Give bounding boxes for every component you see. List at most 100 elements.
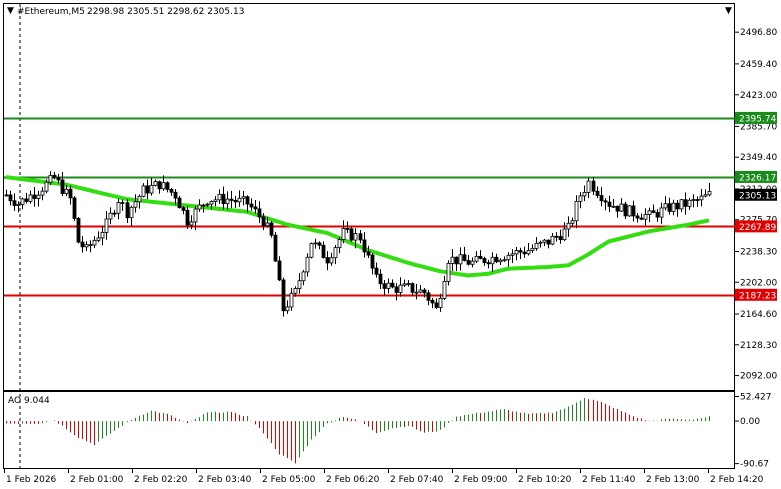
candle-body xyxy=(157,181,162,190)
candle-body xyxy=(281,279,286,312)
candle-body xyxy=(8,194,13,202)
candle-body xyxy=(430,299,435,304)
candle-body xyxy=(40,190,45,196)
candle-body xyxy=(679,199,684,210)
time-tick-label: 2 Feb 07:40 xyxy=(390,475,444,485)
ma-line xyxy=(5,175,710,278)
candle-body xyxy=(699,195,704,201)
candle-body xyxy=(137,195,142,203)
candle-body xyxy=(619,203,624,212)
candle-body xyxy=(595,190,600,196)
candle-body xyxy=(28,194,33,202)
time-axis: 1 Feb 2026 2 Feb 01:00 2 Feb 02:20 2 Feb 03… xyxy=(4,468,764,485)
candle-body xyxy=(566,222,571,230)
candle-body xyxy=(325,257,330,264)
candle-body xyxy=(458,254,463,265)
candle-body xyxy=(273,234,278,262)
candle-body xyxy=(474,255,479,262)
candle-body xyxy=(478,255,483,259)
candle-body xyxy=(349,228,354,241)
candle-body xyxy=(514,250,519,255)
candle-body xyxy=(526,250,531,255)
candle-body xyxy=(450,256,455,264)
price-tick-label: 2459.40 xyxy=(740,60,777,70)
candle-body xyxy=(48,174,53,183)
time-tick-label: 1 Feb 2026 xyxy=(6,475,57,485)
candle-body xyxy=(386,282,391,289)
candle-body xyxy=(329,257,334,264)
candle-body xyxy=(518,250,523,253)
price-tick-label: 2164.60 xyxy=(740,310,777,320)
candle-body xyxy=(426,292,431,301)
candle-body xyxy=(153,181,158,186)
candle-body xyxy=(582,192,587,197)
dropdown-arrow-icon[interactable]: ▼ xyxy=(7,6,14,16)
candle-body xyxy=(253,206,258,210)
candle-body xyxy=(92,240,97,246)
candle-body xyxy=(161,182,166,190)
candle-body xyxy=(289,292,294,308)
candle-body xyxy=(257,208,262,218)
candle-body xyxy=(683,199,688,207)
scroll-arrow-icon[interactable]: ▼ xyxy=(725,6,732,16)
candle-body xyxy=(305,256,310,273)
candle-body xyxy=(546,239,551,245)
candle-body xyxy=(562,228,567,241)
candle-body xyxy=(530,247,535,251)
candle-body xyxy=(418,289,423,293)
candle-body xyxy=(165,182,170,190)
candle-body xyxy=(578,195,583,202)
candle-body xyxy=(671,202,676,212)
price-pill-label: 2187.23 xyxy=(739,291,776,301)
candle-body xyxy=(639,217,644,220)
candle-body xyxy=(647,210,652,215)
price-pill xyxy=(735,220,777,233)
candle-body xyxy=(213,199,218,202)
candle-body xyxy=(205,203,210,206)
candle-body xyxy=(482,258,487,263)
candle-body xyxy=(96,237,101,241)
candle-body xyxy=(599,195,604,202)
candle-body xyxy=(442,280,447,299)
candle-body xyxy=(221,193,226,205)
price-tick-label: 2385.70 xyxy=(740,122,777,132)
price-tick-label: 2238.30 xyxy=(740,247,777,257)
candle-body xyxy=(229,198,234,201)
price-pill-label: 2267.89 xyxy=(739,223,776,233)
candle-body xyxy=(301,271,306,282)
candle-body xyxy=(24,198,29,202)
candle-body xyxy=(20,198,25,205)
price-pill xyxy=(735,111,777,124)
time-tick-label: 2 Feb 09:00 xyxy=(454,475,508,485)
candle-body xyxy=(554,235,559,238)
candle-body xyxy=(362,239,367,253)
price-tick-label: 2128.30 xyxy=(740,341,777,351)
candle-body xyxy=(667,203,672,212)
candle-body xyxy=(269,222,274,236)
price-tick-label: 2202.00 xyxy=(740,278,777,288)
candle-body xyxy=(36,194,41,199)
candle-body xyxy=(522,251,527,255)
moving-average xyxy=(5,175,710,278)
candle-body xyxy=(655,212,660,218)
candle-body xyxy=(68,188,73,199)
ao-label: AO 9.044 xyxy=(8,396,50,406)
candle-body xyxy=(358,233,363,241)
candle-body xyxy=(422,289,427,294)
candle-body xyxy=(390,282,395,288)
candle-body xyxy=(366,251,371,256)
candle-body xyxy=(56,176,61,181)
candle-body xyxy=(627,205,632,217)
candle-body xyxy=(374,267,379,275)
candle-body xyxy=(470,260,475,265)
time-tick-label: 2 Feb 06:20 xyxy=(326,475,380,485)
candle-body xyxy=(345,228,350,230)
candle-body xyxy=(538,241,543,244)
candle-body xyxy=(141,185,146,197)
price-pill xyxy=(735,170,777,183)
candle-body xyxy=(125,202,130,219)
time-tick-label: 2 Feb 05:00 xyxy=(262,475,316,485)
candle-body xyxy=(337,239,342,249)
